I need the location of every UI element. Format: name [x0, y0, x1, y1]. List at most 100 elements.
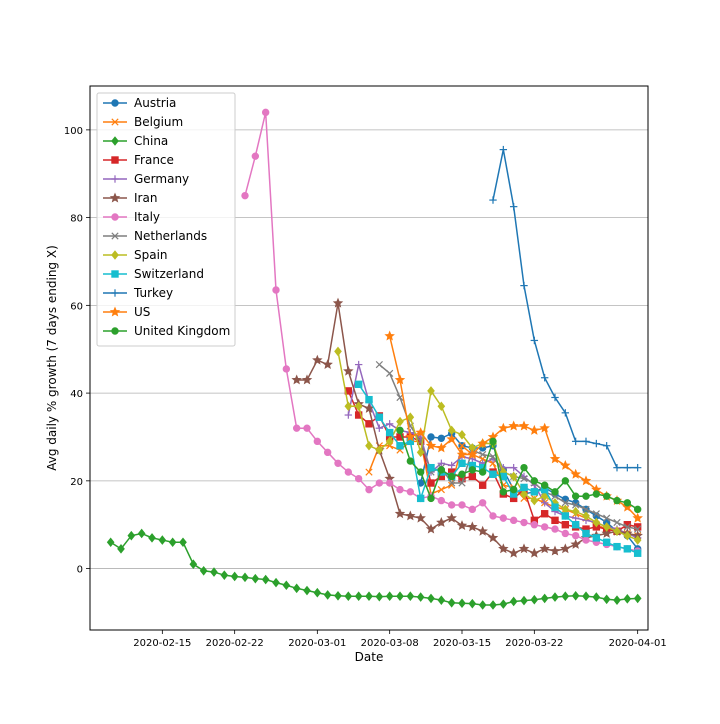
data-point-belgium	[458, 442, 466, 450]
data-point-china	[406, 591, 415, 602]
data-point-italy	[458, 501, 466, 509]
data-point-italy	[354, 474, 363, 483]
series-group	[106, 108, 643, 610]
data-point-china	[344, 591, 353, 602]
data-point-iran	[425, 523, 437, 534]
data-point-china	[334, 590, 342, 601]
data-point-spain	[375, 445, 384, 455]
data-point-united-kingdom	[602, 492, 611, 500]
data-point-germany	[509, 463, 518, 472]
data-point-iran	[601, 527, 612, 538]
data-point-netherlands	[613, 518, 621, 527]
data-point-netherlands	[592, 510, 600, 518]
data-point-china	[179, 537, 187, 548]
data-point-united-kingdom	[489, 437, 497, 446]
data-point-iran	[415, 512, 426, 523]
data-point-italy	[561, 529, 570, 538]
data-point-united-kingdom	[623, 499, 632, 507]
legend-item-switzerland: Switzerland	[103, 267, 204, 281]
data-point-iran	[332, 297, 344, 308]
data-point-netherlands	[634, 525, 642, 533]
data-point-us	[570, 468, 581, 479]
data-point-italy	[241, 191, 249, 200]
data-point-switzerland	[623, 545, 632, 553]
data-point-china	[292, 583, 301, 594]
data-point-switzerland	[396, 442, 404, 450]
data-point-switzerland	[530, 488, 539, 496]
data-point-spain	[623, 530, 632, 541]
data-point-germany	[354, 360, 363, 369]
data-point-germany	[437, 459, 446, 467]
x-tick-label: 2020-02-22	[206, 638, 264, 649]
data-point-china	[241, 572, 249, 583]
data-point-france	[540, 510, 549, 518]
data-point-us	[425, 440, 437, 451]
legend-label: Italy	[134, 210, 160, 224]
data-point-us	[539, 422, 550, 433]
data-point-iran	[508, 547, 519, 558]
data-point-spain	[509, 471, 518, 482]
data-point-switzerland	[561, 512, 570, 520]
data-point-china	[220, 570, 229, 580]
legend-marker	[109, 192, 121, 203]
data-point-spain	[406, 412, 415, 423]
data-point-china	[613, 595, 621, 605]
data-point-china	[571, 590, 580, 601]
data-point-china	[540, 593, 549, 604]
data-point-china	[623, 594, 632, 604]
legend-label: Germany	[134, 172, 189, 186]
data-point-italy	[530, 521, 539, 529]
data-point-united-kingdom	[613, 496, 621, 505]
data-point-austria	[437, 434, 446, 442]
data-point-china	[117, 544, 125, 554]
data-point-united-kingdom	[540, 481, 549, 489]
data-point-china	[168, 537, 177, 548]
legend-label: Netherlands	[134, 229, 207, 243]
data-point-italy	[509, 516, 518, 525]
legend-marker	[111, 118, 119, 126]
data-point-china	[633, 593, 642, 604]
data-point-switzerland	[375, 413, 384, 421]
data-point-us	[384, 330, 395, 341]
data-point-france	[623, 521, 632, 529]
data-point-italy	[489, 512, 497, 520]
data-point-spain	[334, 346, 342, 357]
data-point-switzerland	[633, 549, 642, 557]
data-point-turkey	[561, 409, 570, 417]
data-point-iran	[539, 543, 550, 554]
data-point-china	[303, 585, 311, 596]
data-point-us	[529, 424, 540, 435]
legend-label: China	[134, 134, 168, 148]
data-point-turkey	[602, 442, 611, 450]
data-point-china	[261, 574, 270, 585]
data-point-germany	[385, 420, 394, 428]
data-point-united-kingdom	[633, 505, 642, 514]
data-point-italy	[520, 518, 528, 527]
data-point-china	[530, 594, 539, 605]
data-point-switzerland	[365, 395, 373, 404]
data-point-iran	[529, 547, 540, 558]
data-point-italy	[478, 499, 487, 507]
data-point-iran	[312, 354, 323, 365]
data-point-china	[447, 597, 456, 608]
data-point-netherlands	[458, 479, 466, 487]
data-point-china	[189, 559, 198, 569]
data-point-spain	[582, 511, 590, 521]
data-point-switzerland	[571, 521, 580, 529]
data-point-france	[561, 521, 570, 529]
data-point-china	[148, 533, 156, 543]
data-point-united-kingdom	[571, 492, 580, 500]
data-point-china	[602, 594, 611, 605]
data-point-netherlands	[520, 475, 528, 483]
data-point-iran	[363, 402, 375, 413]
data-point-italy	[292, 424, 301, 432]
data-point-china	[520, 595, 528, 606]
data-point-turkey	[551, 393, 559, 402]
data-point-united-kingdom	[582, 492, 590, 500]
plot-frame	[89, 85, 649, 631]
legend-label: Switzerland	[134, 267, 204, 281]
data-point-switzerland	[489, 470, 497, 478]
data-point-united-kingdom	[396, 426, 404, 435]
legend-marker	[111, 136, 119, 146]
data-point-netherlands	[603, 514, 611, 522]
